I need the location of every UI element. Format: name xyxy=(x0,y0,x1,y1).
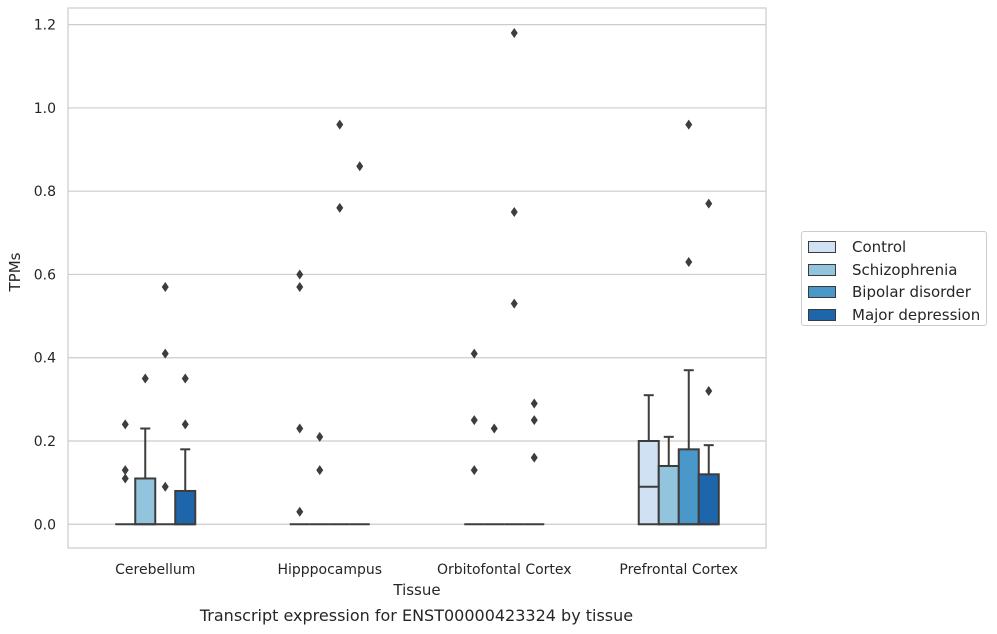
outlier-point xyxy=(141,373,149,384)
legend: Control Schizophrenia Bipolar disorder Majo… xyxy=(801,231,987,326)
box-control xyxy=(464,348,485,526)
box-major-depression xyxy=(524,398,545,526)
box-schizophrenia xyxy=(657,435,680,526)
box-control xyxy=(115,419,136,526)
x-axis-ticks: Cerebellum Hipppocampus Orbitofontal Corte… xyxy=(115,562,738,578)
box-body xyxy=(134,477,157,526)
box-schizophrenia xyxy=(134,373,157,526)
legend-swatch xyxy=(808,308,836,321)
y-tick-label: 1.0 xyxy=(34,101,56,117)
outlier-point xyxy=(470,465,478,476)
outlier-point xyxy=(296,281,304,292)
outlier-point xyxy=(121,419,129,430)
outlier-point xyxy=(530,452,538,463)
y-tick-label: 0.4 xyxy=(34,351,56,367)
outlier-point xyxy=(705,386,713,397)
outlier-point xyxy=(685,256,693,267)
box-control xyxy=(289,269,310,526)
y-tick-label: 0.8 xyxy=(34,184,56,200)
y-axis-ticks: 0.0 0.2 0.4 0.6 0.8 1.0 1.2 xyxy=(34,18,56,534)
outlier-point xyxy=(296,506,304,517)
outlier-point xyxy=(121,465,129,476)
outlier-point xyxy=(510,207,518,218)
outlier-point xyxy=(181,419,189,430)
legend-label: Major depression xyxy=(852,305,981,324)
box-control xyxy=(637,394,660,526)
gridlines xyxy=(68,24,766,525)
box-bipolar-disorder xyxy=(677,119,700,526)
outlier-point xyxy=(181,373,189,384)
legend-item: Schizophrenia xyxy=(808,259,986,282)
box-major-depression xyxy=(174,373,197,526)
box-body xyxy=(657,464,680,526)
box-bipolar-disorder xyxy=(504,27,525,526)
legend-label: Control xyxy=(852,238,907,257)
outlier-point xyxy=(530,415,538,426)
outlier-point xyxy=(161,281,169,292)
y-tick-label: 0.0 xyxy=(34,517,56,533)
box-bipolar-disorder xyxy=(329,119,350,526)
plot-area-frame xyxy=(67,7,767,549)
legend-label: Bipolar disorder xyxy=(852,283,971,302)
outlier-point xyxy=(470,415,478,426)
outlier-point xyxy=(510,27,518,38)
legend-label: Schizophrenia xyxy=(852,260,958,279)
box-body xyxy=(697,473,720,526)
box-schizophrenia xyxy=(309,431,330,526)
legend-item: Control xyxy=(808,236,986,259)
box-body xyxy=(637,439,660,526)
box-bipolar-disorder xyxy=(155,281,176,526)
outlier-point xyxy=(685,119,693,130)
x-tick-label: Cerebellum xyxy=(115,562,195,578)
outlier-point xyxy=(316,465,324,476)
box-series xyxy=(115,27,720,526)
box-major-depression xyxy=(349,161,370,526)
legend-swatch xyxy=(808,286,836,299)
outlier-point xyxy=(121,473,129,484)
x-tick-label: Orbitofontal Cortex xyxy=(437,562,572,578)
outlier-point xyxy=(470,348,478,359)
outlier-point xyxy=(336,119,344,130)
outlier-point xyxy=(296,423,304,434)
box-schizophrenia xyxy=(484,423,505,526)
y-tick-label: 0.6 xyxy=(34,267,56,283)
x-axis-label: Tissue xyxy=(392,581,440,599)
outlier-point xyxy=(530,398,538,409)
outlier-point xyxy=(705,198,713,209)
legend-swatch xyxy=(808,263,836,276)
box-body xyxy=(677,448,700,526)
legend-item: Major depression xyxy=(808,304,986,327)
outlier-point xyxy=(336,202,344,213)
outlier-point xyxy=(161,481,169,492)
figure-caption: Transcript expression for ENST0000042332… xyxy=(199,606,634,625)
x-tick-label: Hipppocampus xyxy=(277,562,382,578)
outlier-point xyxy=(510,298,518,309)
legend-item: Bipolar disorder xyxy=(808,281,986,304)
outlier-point xyxy=(296,269,304,280)
y-axis-label: TPMs xyxy=(6,252,24,292)
y-tick-label: 1.2 xyxy=(34,18,56,34)
x-tick-label: Prefrontal Cortex xyxy=(619,562,738,578)
outlier-point xyxy=(490,423,498,434)
box-major-depression xyxy=(697,198,720,526)
y-tick-label: 0.2 xyxy=(34,434,56,450)
outlier-point xyxy=(356,161,364,172)
box-body xyxy=(174,489,197,526)
outlier-point xyxy=(316,431,324,442)
outlier-point xyxy=(161,348,169,359)
legend-swatch xyxy=(808,241,836,254)
